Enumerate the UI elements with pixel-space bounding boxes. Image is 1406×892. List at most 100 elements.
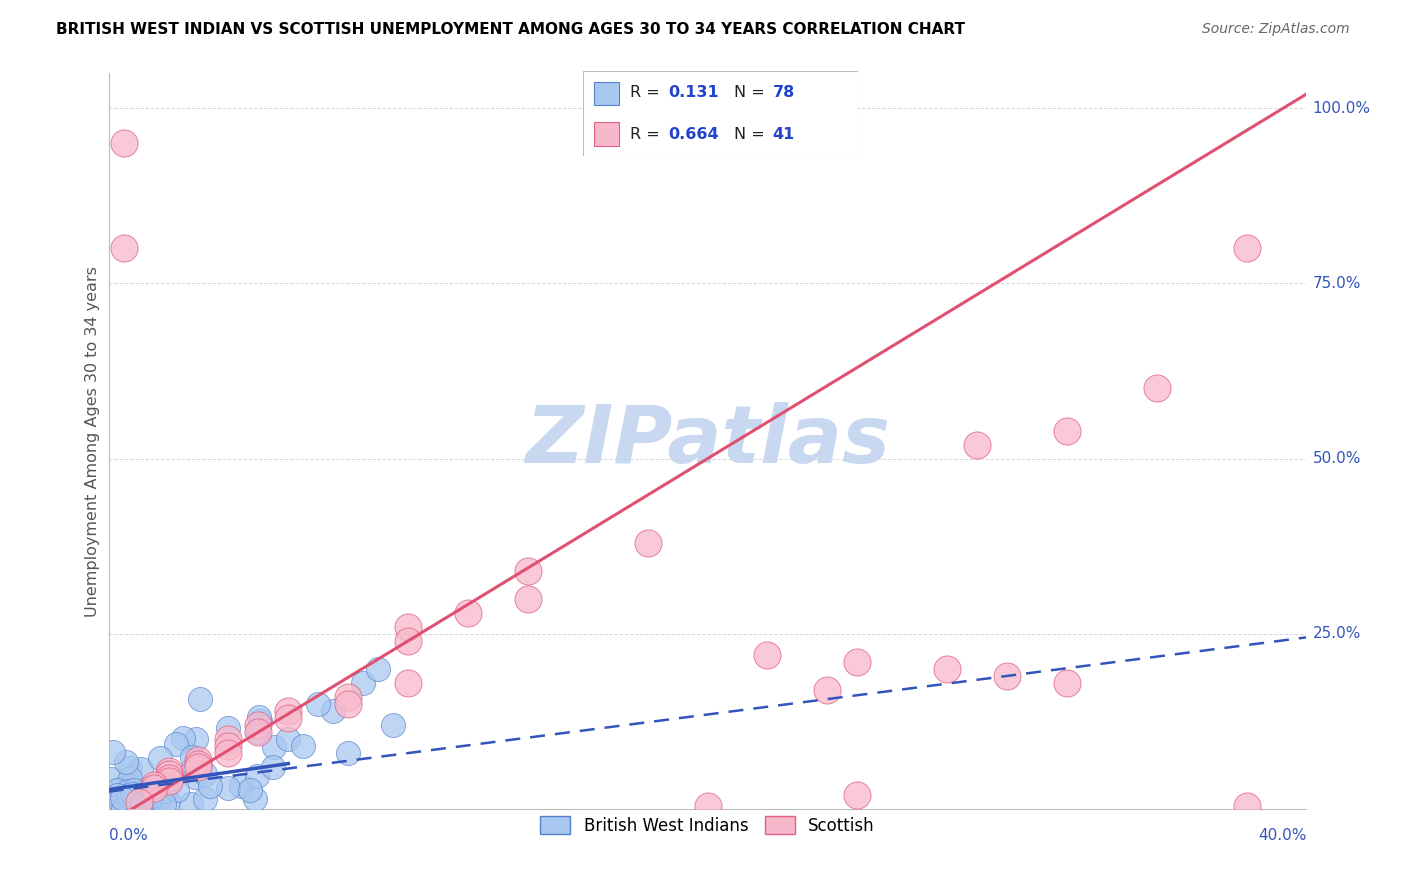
Point	[181, 761, 204, 775]
Point	[101, 745, 124, 759]
Point	[217, 721, 239, 735]
Point	[104, 802, 127, 816]
Point	[187, 760, 209, 774]
Point	[108, 800, 131, 814]
FancyBboxPatch shape	[583, 71, 858, 156]
Point	[382, 718, 405, 732]
Point	[111, 787, 134, 801]
Point	[1236, 798, 1258, 813]
Point	[262, 760, 284, 774]
Point	[307, 697, 329, 711]
Point	[129, 786, 152, 800]
Text: 0.131: 0.131	[668, 86, 718, 101]
Point	[337, 690, 360, 704]
Legend: British West Indians, Scottish: British West Indians, Scottish	[534, 810, 882, 841]
Text: 50.0%: 50.0%	[1312, 451, 1361, 467]
Point	[172, 731, 194, 745]
Point	[277, 704, 299, 718]
Point	[129, 762, 152, 776]
Y-axis label: Unemployment Among Ages 30 to 34 years: Unemployment Among Ages 30 to 34 years	[86, 266, 100, 616]
Text: 0.0%: 0.0%	[108, 828, 148, 843]
Point	[187, 756, 209, 771]
Point	[194, 767, 217, 781]
Point	[111, 802, 134, 816]
Point	[166, 782, 188, 797]
Text: ZIPatlas: ZIPatlas	[524, 402, 890, 480]
Point	[131, 796, 153, 810]
Point	[457, 606, 479, 620]
Point	[105, 788, 128, 802]
Point	[100, 772, 122, 786]
Point	[157, 764, 180, 778]
Point	[152, 797, 174, 811]
Point	[111, 787, 134, 801]
Point	[696, 798, 718, 813]
Point	[136, 792, 159, 806]
Point	[322, 704, 344, 718]
Text: N =: N =	[734, 86, 765, 101]
FancyBboxPatch shape	[595, 81, 619, 105]
Point	[263, 739, 285, 754]
Point	[995, 669, 1018, 683]
Text: N =: N =	[734, 127, 765, 142]
Point	[139, 789, 162, 803]
Point	[112, 241, 135, 255]
Point	[184, 770, 207, 784]
Point	[187, 753, 209, 767]
Point	[111, 791, 134, 805]
Point	[142, 778, 165, 792]
Point	[1146, 382, 1168, 396]
Point	[239, 782, 262, 797]
Point	[108, 795, 131, 809]
Point	[157, 767, 180, 781]
Point	[120, 761, 142, 775]
Point	[118, 771, 141, 785]
Point	[138, 780, 160, 795]
Point	[246, 769, 269, 783]
Point	[121, 787, 143, 801]
Point	[1056, 424, 1078, 438]
Point	[118, 782, 141, 797]
Point	[756, 648, 779, 662]
Point	[292, 739, 315, 753]
Point	[637, 535, 659, 549]
Point	[149, 751, 172, 765]
Point	[117, 789, 139, 803]
Point	[157, 771, 180, 785]
Point	[247, 709, 270, 723]
Point	[122, 799, 145, 814]
Point	[337, 697, 360, 711]
Point	[194, 792, 217, 806]
Point	[352, 676, 374, 690]
Point	[135, 785, 157, 799]
Point	[1236, 241, 1258, 255]
Text: BRITISH WEST INDIAN VS SCOTTISH UNEMPLOYMENT AMONG AGES 30 TO 34 YEARS CORRELATI: BRITISH WEST INDIAN VS SCOTTISH UNEMPLOY…	[56, 22, 966, 37]
Point	[134, 789, 156, 804]
Point	[247, 718, 270, 732]
Point	[157, 794, 180, 808]
Point	[815, 682, 838, 697]
Point	[936, 662, 959, 676]
Point	[145, 781, 167, 796]
Text: R =: R =	[630, 127, 659, 142]
Point	[245, 792, 267, 806]
Point	[150, 781, 173, 796]
Point	[117, 783, 139, 797]
Point	[200, 779, 222, 793]
Point	[135, 791, 157, 805]
Point	[217, 732, 239, 747]
Point	[1056, 676, 1078, 690]
Text: 78: 78	[773, 86, 794, 101]
Point	[217, 739, 239, 753]
FancyBboxPatch shape	[595, 122, 619, 146]
Point	[396, 633, 419, 648]
Point	[142, 781, 165, 796]
Text: 75.0%: 75.0%	[1312, 276, 1361, 291]
Text: 41: 41	[773, 127, 794, 142]
Point	[186, 731, 208, 746]
Point	[136, 781, 159, 796]
Text: 25.0%: 25.0%	[1312, 626, 1361, 641]
Point	[966, 437, 988, 451]
Point	[249, 714, 271, 728]
Point	[396, 620, 419, 634]
